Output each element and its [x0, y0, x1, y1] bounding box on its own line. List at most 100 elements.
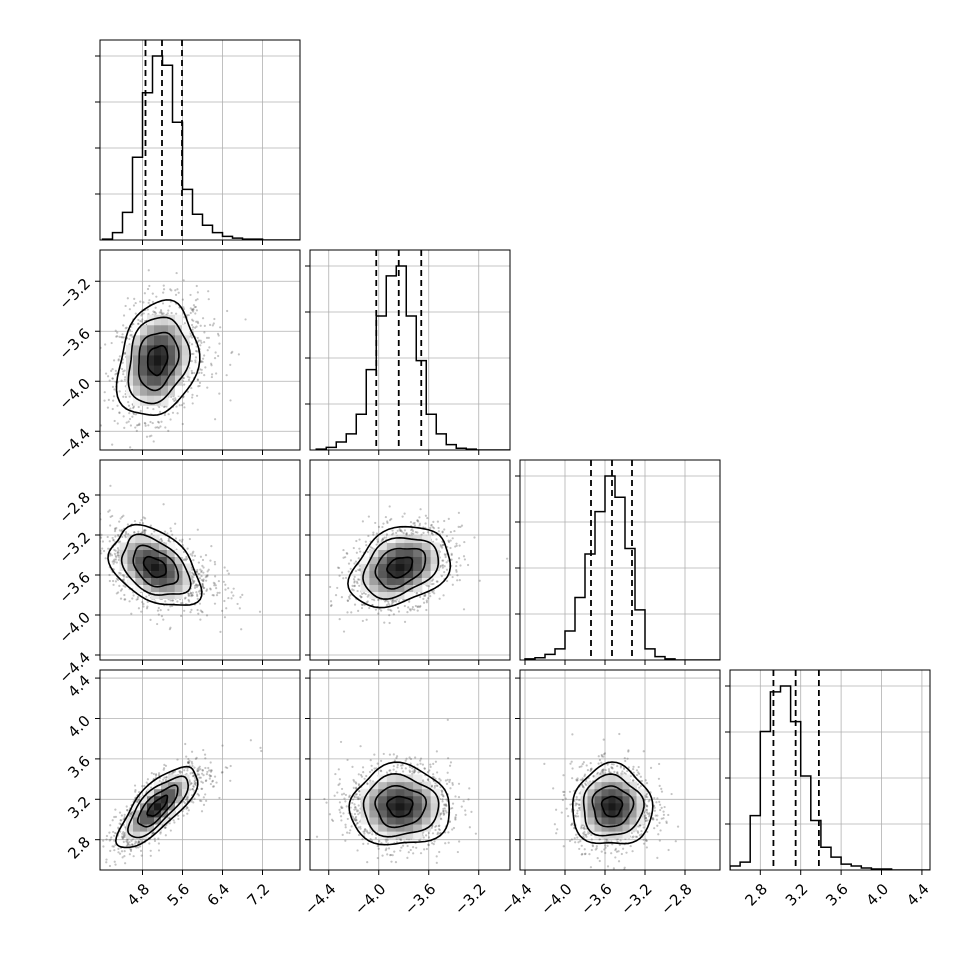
density-cell: [147, 385, 155, 396]
scatter-point: [342, 630, 346, 633]
scatter-point: [458, 557, 461, 560]
scatter-point: [198, 368, 202, 371]
scatter-point: [351, 588, 354, 591]
scatter-point: [113, 552, 117, 555]
scatter-point: [171, 599, 175, 602]
scatter-point: [105, 858, 108, 861]
scatter-point: [127, 420, 130, 423]
scatter-point: [159, 609, 162, 612]
scatter-point: [118, 529, 121, 532]
scatter-point: [171, 599, 174, 602]
scatter-point: [192, 576, 195, 579]
scatter-point: [143, 292, 146, 295]
scatter-point: [161, 312, 164, 315]
scatter-point: [113, 388, 116, 391]
scatter-point: [153, 310, 156, 314]
hist-panel-0: [100, 40, 300, 240]
scatter-point: [361, 603, 364, 607]
scatter-point: [441, 530, 444, 533]
scatter-point: [181, 538, 184, 541]
density-cell: [182, 324, 190, 336]
scatter-point: [201, 317, 205, 320]
scatter-point: [140, 854, 143, 857]
density-cell: [151, 584, 160, 592]
scatter-point: [182, 279, 185, 282]
scatter-point: [408, 608, 412, 611]
scatter-point: [147, 424, 150, 427]
density-cell: [143, 563, 152, 571]
scatter-point: [122, 373, 125, 376]
scatter-point: [111, 407, 114, 411]
scatter-point: [329, 604, 333, 608]
scatter-point: [388, 614, 391, 617]
scatter-point: [432, 520, 435, 523]
scatter-point: [199, 592, 202, 595]
scatter-point: [162, 405, 166, 409]
scatter-point: [200, 610, 203, 613]
scatter-point: [134, 426, 137, 429]
panel-0-2: [100, 460, 300, 660]
scatter-point: [238, 607, 241, 610]
scatter-point: [353, 562, 356, 565]
scatter-point: [174, 399, 177, 402]
scatter-point: [118, 411, 121, 415]
scatter-point: [147, 312, 150, 316]
scatter-point: [128, 395, 131, 398]
scatter-point: [114, 329, 117, 332]
scatter-point: [216, 332, 220, 335]
density-cell: [168, 334, 176, 346]
density-cell: [174, 577, 184, 585]
scatter-point: [121, 361, 124, 364]
density-cell: [143, 570, 152, 578]
scatter-point: [123, 815, 126, 819]
scatter-point: [204, 366, 207, 369]
hist-series-3: [730, 685, 930, 870]
scatter-point: [134, 312, 137, 315]
scatter-point: [207, 336, 210, 339]
scatter-point: [198, 381, 202, 385]
scatter-point: [193, 573, 196, 577]
scatter-point: [114, 535, 117, 538]
scatter-point: [360, 603, 364, 606]
scatter-point: [191, 580, 195, 583]
scatter-point: [329, 600, 333, 603]
scatter-point: [215, 587, 218, 590]
scatter-point: [113, 560, 116, 563]
scatter-point: [175, 271, 178, 275]
scatter-point: [104, 343, 107, 346]
scatter-point: [135, 429, 138, 433]
scatter-point: [120, 379, 123, 382]
density-cell: [147, 375, 155, 386]
scatter-point: [390, 533, 394, 536]
density-cell: [154, 365, 162, 376]
scatter-point: [114, 528, 117, 531]
density-cell: [421, 563, 432, 571]
scatter-point: [144, 424, 147, 427]
density-cell: [360, 556, 370, 564]
scatter-point: [185, 314, 189, 317]
scatter-point: [183, 558, 186, 562]
scatter-point: [200, 368, 203, 371]
scatter-point: [120, 528, 124, 532]
scatter-point: [205, 589, 208, 592]
scatter-point: [164, 834, 167, 837]
scatter-point: [133, 297, 136, 300]
scatter-point: [201, 769, 204, 772]
density-cell: [151, 549, 160, 557]
density-cell: [386, 577, 397, 585]
scatter-point: [219, 326, 222, 329]
scatter-point: [113, 527, 117, 530]
scatter-point: [142, 312, 145, 315]
scatter-point: [206, 575, 209, 578]
scatter-point: [123, 833, 126, 836]
scatter-point: [356, 589, 359, 593]
panel-1-2: [310, 460, 510, 660]
scatter-point: [112, 830, 115, 834]
scatter-point: [190, 343, 194, 346]
scatter-point: [187, 313, 190, 317]
scatter-point: [157, 421, 161, 424]
scatter-point: [192, 319, 195, 322]
scatter-point: [430, 524, 433, 527]
scatter-point: [195, 570, 198, 573]
scatter-point: [210, 373, 214, 376]
